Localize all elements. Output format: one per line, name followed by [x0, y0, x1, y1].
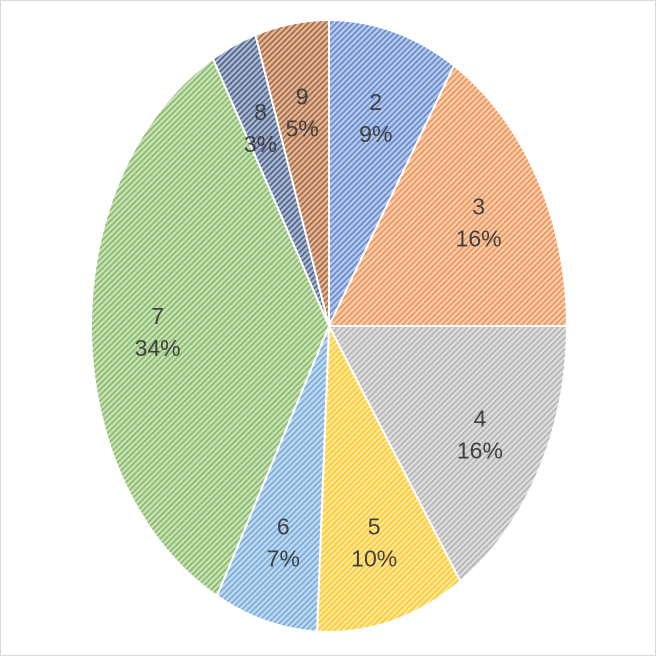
- pie-slice-9: [254, 18, 330, 327]
- pie-slice-3: [327, 64, 569, 327]
- pie-slice-4: [327, 325, 569, 583]
- slice-percent-label: 9%: [359, 121, 392, 147]
- slice-percent-label: 16%: [456, 226, 502, 252]
- pie-slice-5: [316, 322, 462, 633]
- slice-percent-label: 5%: [286, 115, 319, 141]
- slice-percent-label: 7%: [267, 545, 300, 571]
- pie-slices: [90, 18, 569, 633]
- pie-slice-7: [90, 57, 331, 598]
- slice-category-label: 7: [151, 303, 164, 329]
- slice-category-label: 8: [254, 99, 267, 125]
- slice-category-label: 3: [472, 194, 485, 220]
- slice-category-label: 5: [368, 514, 381, 540]
- pie-slice-6: [215, 325, 330, 633]
- slice-category-label: 6: [277, 513, 290, 539]
- slice-percent-label: 16%: [457, 437, 503, 463]
- pie-labels: 2 9% 3 16% 4 16% 5 10% 6 7% 7 34% 8 3% 9 5%: [135, 83, 503, 571]
- slice-category-label: 4: [474, 405, 487, 431]
- slice-percent-label: 34%: [135, 335, 181, 361]
- pie-slice-2: [328, 18, 456, 327]
- slice-category-label: 2: [369, 89, 382, 115]
- slice-category-label: 9: [296, 83, 309, 109]
- slice-percent-label: 10%: [351, 546, 397, 572]
- slice-percent-label: 3%: [244, 131, 277, 157]
